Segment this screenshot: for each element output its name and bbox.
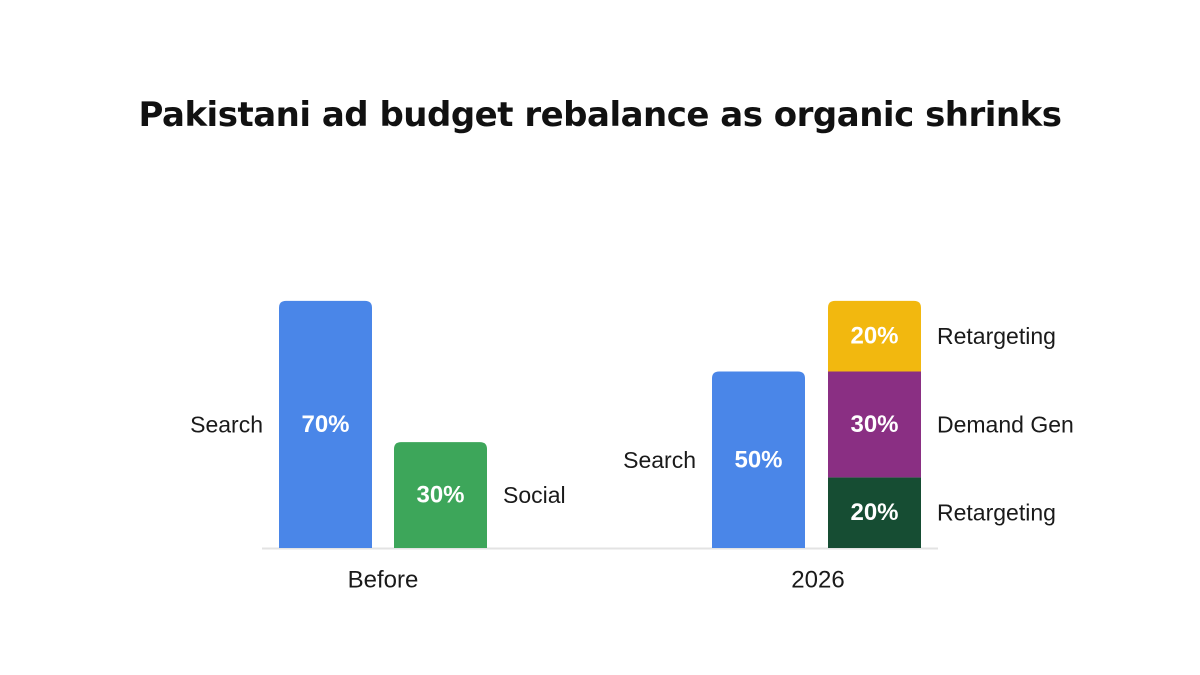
bar-before-social [394,442,487,548]
data-label: 30% [850,411,898,438]
series-label: Retargeting [937,323,1056,349]
bar-before-search [279,300,372,548]
bar-2026-retargeting [828,477,921,548]
data-label: 20% [850,323,898,350]
data-label: 50% [734,446,782,473]
series-label: Social [503,482,566,508]
chart-title: Pakistani ad budget rebalance as organic… [138,95,1063,135]
series-label: Retargeting [937,500,1056,526]
series-label: Search [623,447,696,473]
bar-2026-search [712,371,805,548]
data-label: 20% [850,499,898,526]
x-tick-label: Before [348,567,419,594]
bar-2026-retargeting [828,300,921,372]
bar-2026-demand-gen [828,371,921,478]
data-label: 30% [416,482,464,509]
series-label: Search [190,411,263,437]
series-label: Demand Gen [937,411,1074,437]
data-label: 70% [301,411,349,438]
x-tick-label: 2026 [791,567,844,594]
